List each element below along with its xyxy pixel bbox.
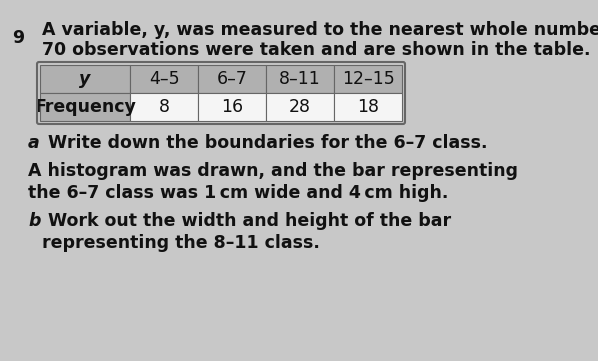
Bar	[40, 93, 130, 121]
Text: 28: 28	[289, 98, 311, 116]
Text: a: a	[28, 134, 39, 152]
Text: b: b	[28, 212, 41, 230]
Text: A variable, y, was measured to the nearest whole number.: A variable, y, was measured to the neare…	[42, 21, 598, 39]
Text: the 6–7 class was 1 cm wide and 4 cm high.: the 6–7 class was 1 cm wide and 4 cm hig…	[28, 184, 448, 202]
Bar	[266, 93, 334, 121]
Text: 12–15: 12–15	[341, 70, 394, 88]
Text: Write down the boundaries for the 6–7 class.: Write down the boundaries for the 6–7 cl…	[42, 134, 487, 152]
Bar	[198, 65, 266, 93]
Text: 70 observations were taken and are shown in the table.: 70 observations were taken and are shown…	[42, 41, 590, 59]
Text: 4–5: 4–5	[149, 70, 179, 88]
Text: 6–7: 6–7	[216, 70, 248, 88]
Bar	[198, 93, 266, 121]
Bar	[40, 65, 130, 93]
Bar	[334, 93, 402, 121]
Text: y: y	[80, 70, 91, 88]
Bar	[334, 65, 402, 93]
Text: representing the 8–11 class.: representing the 8–11 class.	[42, 234, 320, 252]
Text: 18: 18	[357, 98, 379, 116]
Bar	[130, 65, 198, 93]
Bar	[130, 93, 198, 121]
Text: 8: 8	[158, 98, 169, 116]
Text: 16: 16	[221, 98, 243, 116]
Text: A histogram was drawn, and the bar representing: A histogram was drawn, and the bar repre…	[28, 162, 518, 180]
Text: 9: 9	[12, 29, 24, 47]
Text: Frequency: Frequency	[34, 98, 136, 116]
Text: Work out the width and height of the bar: Work out the width and height of the bar	[42, 212, 451, 230]
Text: 8–11: 8–11	[279, 70, 321, 88]
Bar	[266, 65, 334, 93]
